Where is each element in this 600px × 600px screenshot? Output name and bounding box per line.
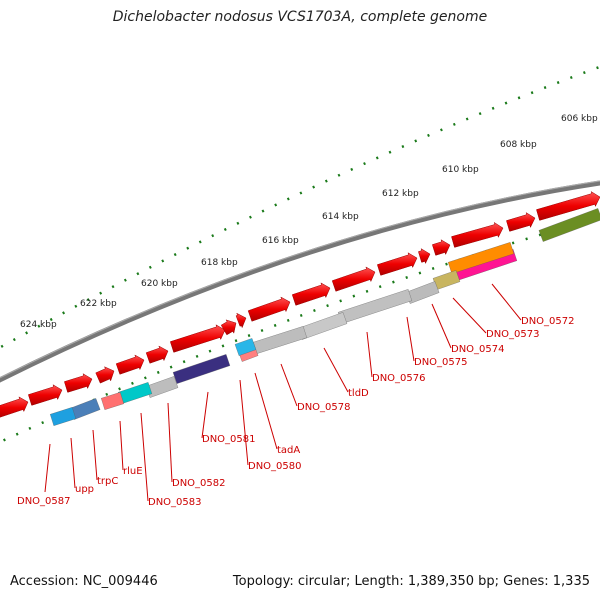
gene-leader-line xyxy=(280,363,298,407)
reverse-gene-block[interactable] xyxy=(447,242,515,274)
reverse-gene-block[interactable] xyxy=(172,354,231,384)
gene-leader-line xyxy=(140,412,149,502)
scale-tick-label: 624 kbp xyxy=(20,320,57,330)
forward-gene-arrow[interactable] xyxy=(331,266,376,292)
topology-text: Topology: circular; Length: 1,389,350 bp… xyxy=(232,574,590,589)
reverse-gene-block[interactable] xyxy=(101,392,124,410)
gene-leader-line xyxy=(431,303,452,349)
reverse-gene-block[interactable] xyxy=(337,289,413,324)
gene-label[interactable]: DNO_0573 xyxy=(486,329,540,340)
gene-label[interactable]: tldD xyxy=(348,388,369,399)
reverse-gene-block[interactable] xyxy=(49,407,77,426)
forward-gene-arrow[interactable] xyxy=(432,239,451,256)
gene-leader-line xyxy=(366,331,373,378)
genome-backbone xyxy=(0,180,600,383)
forward-gene-arrow[interactable] xyxy=(247,296,291,322)
forward-strand-genes xyxy=(0,191,600,418)
forward-gene-arrow[interactable] xyxy=(376,252,418,276)
gene-label[interactable]: DNO_0578 xyxy=(297,402,351,413)
scale-labels: 606 kbp 608 kbp 610 kbp 612 kbp 614 kbp 616 k… xyxy=(20,114,598,330)
forward-gene-arrow[interactable] xyxy=(95,366,115,384)
gene-label[interactable]: DNO_0576 xyxy=(372,373,426,384)
inner-tick-track xyxy=(0,216,600,444)
forward-gene-arrow[interactable] xyxy=(220,319,237,336)
map-title: Dichelobacter nodosus VCS1703A, complete… xyxy=(112,9,488,25)
gene-label[interactable]: DNO_0572 xyxy=(521,316,575,327)
gene-leader-line xyxy=(239,379,249,466)
scale-tick-label: 618 kbp xyxy=(201,258,238,268)
gene-leader-line xyxy=(254,372,278,450)
gene-labels: DNO_0572 DNO_0573 DNO_0574 DNO_0575 DNO_0576… xyxy=(17,283,575,508)
scale-tick-label: 612 kbp xyxy=(382,189,419,199)
forward-gene-arrow[interactable] xyxy=(418,248,431,265)
forward-gene-arrow[interactable] xyxy=(506,212,536,232)
forward-gene-arrow[interactable] xyxy=(0,396,29,418)
gene-label[interactable]: DNO_0575 xyxy=(414,357,468,368)
scale-tick-label: 620 kbp xyxy=(141,279,178,289)
scale-tick-label: 616 kbp xyxy=(262,236,299,246)
reverse-gene-block[interactable] xyxy=(145,376,179,398)
accession-text: Accession: NC_009446 xyxy=(10,574,158,589)
gene-leader-line xyxy=(92,429,98,481)
scale-tick-label: 606 kbp xyxy=(561,114,598,124)
gene-leader-line xyxy=(201,391,209,439)
forward-gene-arrow[interactable] xyxy=(291,282,331,306)
gene-label[interactable]: tadA xyxy=(277,445,300,456)
scale-tick-label: 622 kbp xyxy=(80,299,117,309)
gene-leader-line xyxy=(167,402,173,483)
scale-tick-label: 610 kbp xyxy=(442,165,479,175)
gene-label[interactable]: rluE xyxy=(123,466,143,477)
gene-label[interactable]: DNO_0580 xyxy=(248,461,302,472)
forward-gene-arrow[interactable] xyxy=(28,384,63,406)
forward-gene-arrow[interactable] xyxy=(64,373,93,393)
forward-gene-arrow[interactable] xyxy=(115,354,145,375)
gene-leader-line xyxy=(452,297,487,334)
reverse-gene-block[interactable] xyxy=(117,382,153,404)
gene-leader-line xyxy=(323,347,349,393)
gene-label[interactable]: DNO_0582 xyxy=(172,478,226,489)
forward-gene-arrow[interactable] xyxy=(235,312,247,329)
gene-label[interactable]: trpC xyxy=(97,476,118,487)
forward-gene-arrow[interactable] xyxy=(451,221,504,248)
reverse-strand-genes xyxy=(49,208,600,426)
gene-leader-line xyxy=(406,316,415,362)
reverse-gene-block[interactable] xyxy=(252,326,308,354)
reverse-gene-block[interactable] xyxy=(234,338,257,356)
gene-leader-line xyxy=(70,437,76,489)
gene-label[interactable]: DNO_0583 xyxy=(148,497,202,508)
genome-backbone-highlight xyxy=(0,180,600,379)
gene-label[interactable]: upp xyxy=(75,484,94,495)
scale-tick-label: 614 kbp xyxy=(322,212,359,222)
reverse-gene-block[interactable] xyxy=(538,208,600,242)
gene-label[interactable]: DNO_0581 xyxy=(202,434,256,445)
gene-label[interactable]: DNO_0574 xyxy=(451,344,505,355)
gene-label[interactable]: DNO_0587 xyxy=(17,496,71,507)
gene-leader-line xyxy=(44,443,51,493)
forward-gene-arrow[interactable] xyxy=(145,345,169,364)
scale-tick-label: 608 kbp xyxy=(500,140,537,150)
gene-leader-line xyxy=(119,420,124,471)
forward-gene-arrow[interactable] xyxy=(169,324,226,353)
forward-gene-arrow[interactable] xyxy=(536,191,600,221)
gene-leader-line xyxy=(491,283,522,321)
